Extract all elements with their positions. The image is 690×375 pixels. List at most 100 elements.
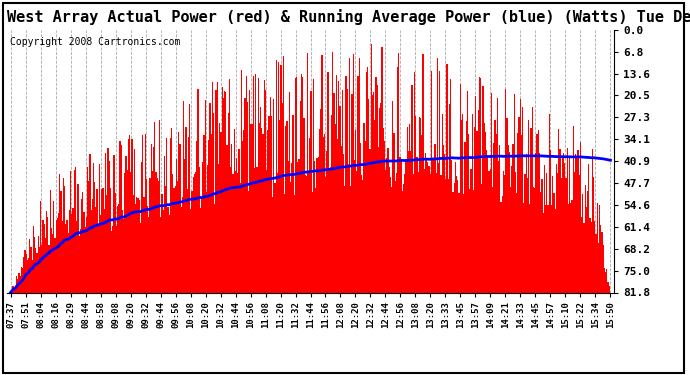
Bar [291, 163, 293, 292]
Bar [149, 178, 150, 292]
Bar [528, 120, 529, 292]
Bar [313, 79, 314, 292]
Bar [235, 171, 236, 292]
Bar [319, 129, 320, 292]
Bar [403, 184, 404, 292]
Bar [505, 89, 506, 292]
Bar [593, 177, 594, 292]
Bar [432, 159, 433, 292]
Bar [124, 174, 126, 292]
Text: Copyright 2008 Cartronics.com: Copyright 2008 Cartronics.com [10, 37, 180, 46]
Bar [24, 250, 26, 292]
Bar [493, 143, 495, 292]
Bar [564, 163, 565, 292]
Bar [382, 47, 383, 292]
Bar [575, 154, 576, 292]
Bar [257, 78, 259, 292]
Bar [429, 174, 431, 292]
Bar [43, 224, 45, 292]
Bar [14, 286, 16, 292]
Bar [427, 162, 428, 292]
Bar [117, 206, 118, 292]
Bar [372, 94, 373, 292]
Bar [248, 190, 249, 292]
Bar [204, 135, 205, 292]
Bar [210, 134, 212, 292]
Bar [460, 84, 461, 292]
Bar [79, 236, 80, 292]
Bar [445, 179, 446, 292]
Bar [373, 92, 374, 292]
Bar [265, 90, 266, 292]
Bar [141, 162, 142, 292]
Bar [112, 226, 113, 292]
Bar [420, 118, 421, 292]
Bar [163, 210, 164, 292]
Bar [294, 195, 295, 292]
Bar [568, 204, 569, 292]
Bar [345, 76, 346, 292]
Bar [552, 176, 553, 292]
Bar [435, 173, 437, 292]
Bar [237, 173, 239, 292]
Bar [448, 104, 450, 292]
Bar [527, 178, 528, 292]
Bar [578, 150, 579, 292]
Bar [297, 162, 299, 292]
Bar [296, 76, 297, 292]
Bar [416, 157, 417, 292]
Bar [57, 217, 58, 292]
Bar [337, 139, 338, 292]
Bar [32, 260, 33, 292]
Bar [193, 177, 194, 292]
Bar [495, 134, 497, 292]
Bar [343, 154, 344, 292]
Bar [583, 224, 584, 292]
Bar [19, 276, 21, 292]
Bar [558, 129, 560, 292]
Bar [179, 144, 181, 292]
Bar [132, 195, 134, 292]
Bar [504, 175, 505, 292]
Bar [367, 67, 368, 292]
Bar [395, 182, 396, 292]
Bar [83, 212, 84, 292]
Bar [497, 98, 498, 292]
Bar [233, 174, 234, 292]
Bar [289, 92, 290, 292]
Bar [338, 81, 339, 292]
Bar [32, 226, 34, 292]
Bar [225, 92, 226, 292]
Bar [42, 220, 43, 292]
Bar [239, 183, 241, 292]
Text: West Array Actual Power (red) & Running Average Power (blue) (Watts) Tue Dec 2 1: West Array Actual Power (red) & Running … [7, 9, 690, 26]
Bar [578, 175, 580, 292]
Bar [413, 174, 414, 292]
Bar [565, 178, 566, 292]
Bar [484, 123, 485, 292]
Bar [55, 238, 56, 292]
Bar [595, 234, 597, 292]
Bar [518, 117, 520, 292]
Bar [131, 139, 132, 292]
Bar [99, 164, 100, 292]
Bar [147, 206, 148, 292]
Bar [414, 72, 415, 292]
Bar [330, 167, 331, 292]
Bar [29, 239, 30, 292]
Bar [121, 210, 123, 292]
Bar [346, 89, 348, 292]
Bar [148, 217, 150, 292]
Bar [479, 77, 480, 292]
Bar [100, 215, 101, 292]
Bar [259, 123, 260, 292]
Bar [37, 253, 38, 292]
Bar [201, 198, 202, 292]
Bar [351, 94, 353, 292]
Bar [45, 238, 46, 292]
Bar [545, 206, 546, 292]
Bar [384, 141, 385, 292]
Bar [307, 53, 308, 292]
Bar [275, 183, 276, 292]
Bar [409, 124, 411, 292]
